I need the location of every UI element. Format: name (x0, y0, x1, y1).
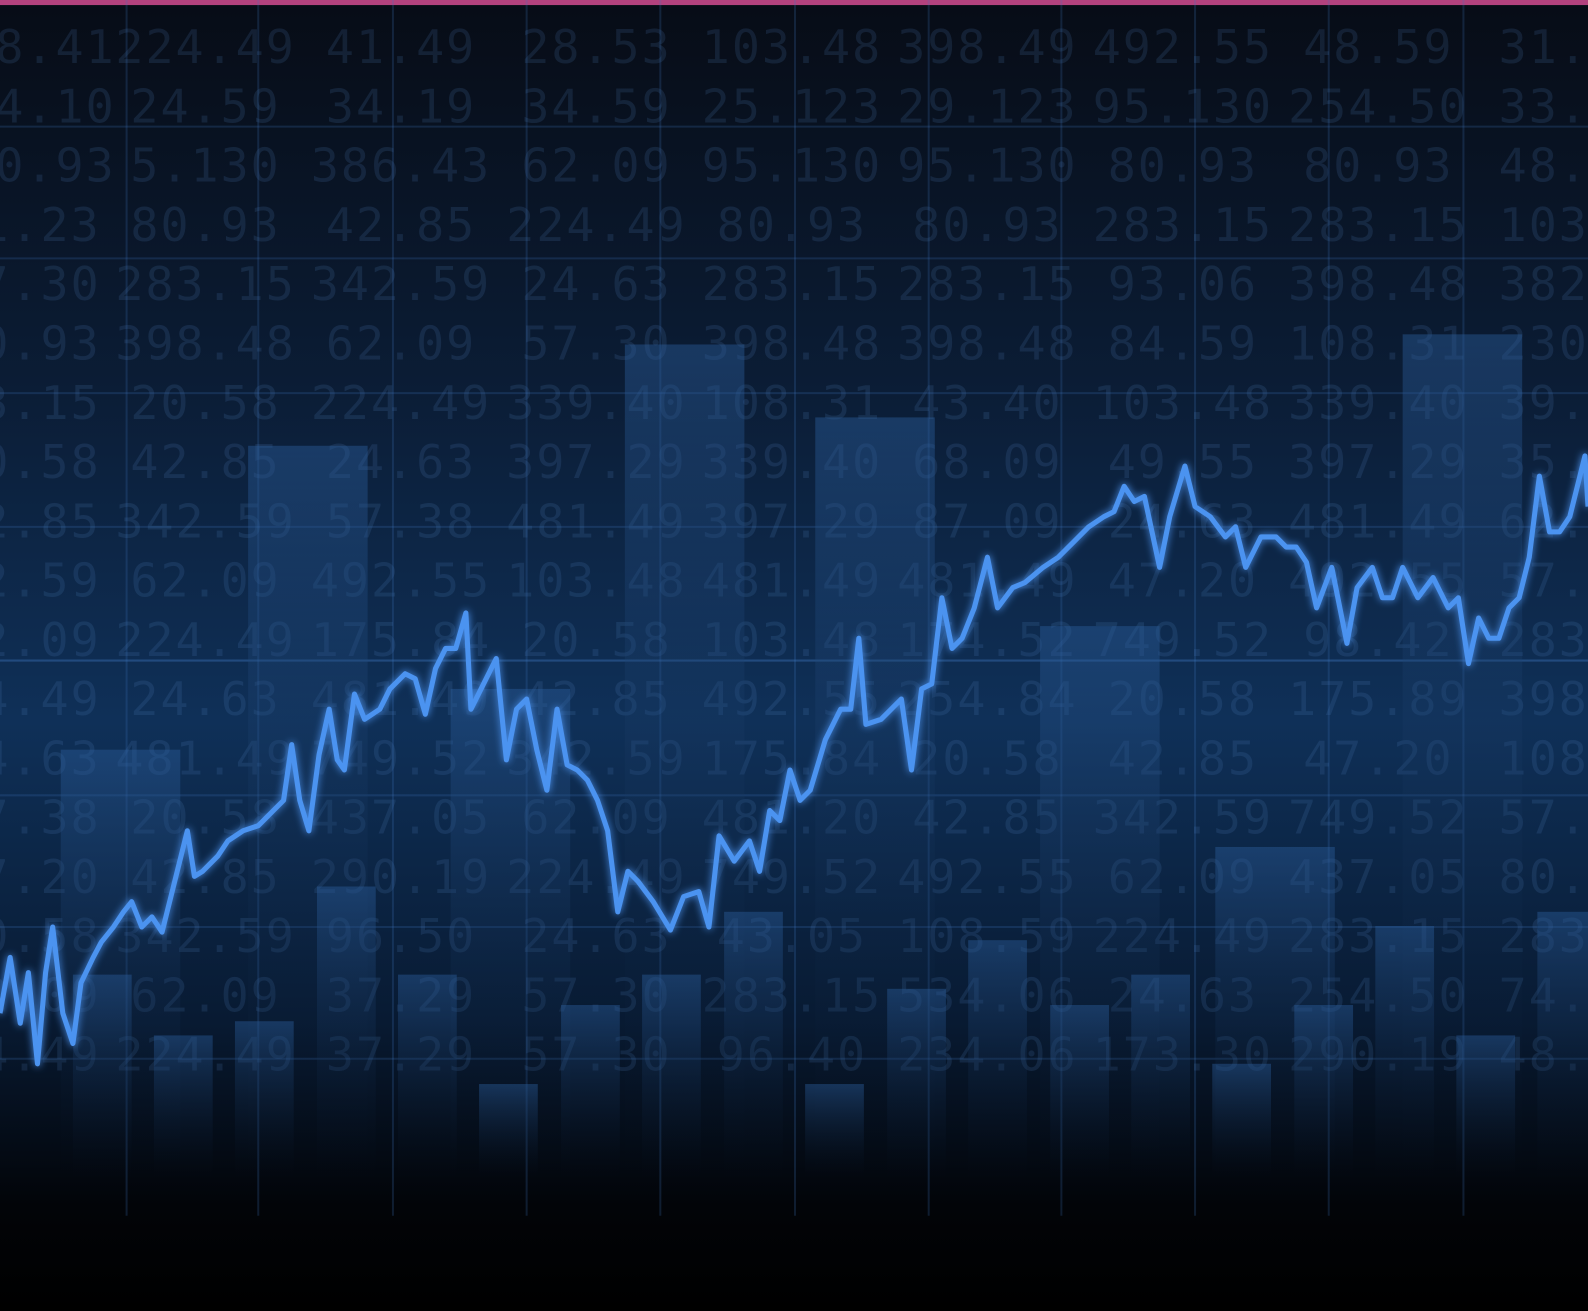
background-number: 28.53 (521, 20, 671, 74)
background-number: 42.85 (912, 791, 1062, 845)
background-number: 3.15 (0, 376, 101, 430)
background-number: 254.50 (1288, 79, 1468, 133)
background-number: 0.58 (0, 435, 101, 489)
background-number: 24.63 (1108, 494, 1258, 548)
background-number: 1.23 (0, 198, 101, 252)
background-number: 283.15 (702, 257, 882, 311)
background-number: 398.48 (897, 316, 1077, 370)
background-number: 7.30 (0, 257, 101, 311)
background-number: 84.59 (1108, 316, 1258, 370)
background-number: 398.48 (115, 316, 295, 370)
background-number: 80.93 (1108, 139, 1258, 193)
background-number: 5.130 (130, 139, 280, 193)
background-number: 88.41 (0, 20, 116, 74)
background-number: 42.85 (326, 198, 476, 252)
background-number: 48.95 (1499, 139, 1588, 193)
background-number: 24.63 (521, 257, 671, 311)
background-number: 29.123 (897, 79, 1077, 133)
background-number: 31.19 (1499, 20, 1588, 74)
background-number: 103.4 (1499, 198, 1588, 252)
background-number: 224.49 (311, 376, 491, 430)
background-number: 398.49 (897, 20, 1077, 74)
background-number: 2.85 (0, 494, 101, 548)
background-number: 93.06 (1108, 257, 1258, 311)
background-number: 283.15 (115, 257, 295, 311)
background-number: 95.130 (897, 139, 1077, 193)
top-strip (0, 0, 1588, 6)
background-number: 342.59 (311, 257, 491, 311)
background-number: 382.9 (1499, 257, 1588, 311)
background-number: 68.09 (912, 435, 1062, 489)
background-number: 20.58 (912, 731, 1062, 785)
background-number: 95.130 (1093, 79, 1273, 133)
background-number: 0.93 (0, 316, 101, 370)
background-number: 34.10 (0, 79, 116, 133)
background-number: 62.09 (326, 316, 476, 370)
bars (60, 334, 1588, 1178)
background-number: 283.15 (1288, 198, 1468, 252)
background-number: 24.59 (130, 79, 280, 133)
background-number: 4.49 (0, 672, 101, 726)
background-number: 386.43 (311, 139, 491, 193)
background-number: 25.123 (702, 79, 882, 133)
background-number: 80.93 (0, 139, 116, 193)
background-number: 80.93 (130, 198, 280, 252)
background-number: 2.59 (0, 554, 101, 608)
background-number: 80.93 (717, 198, 867, 252)
background-number: 43.40 (912, 376, 1062, 430)
background-number: 41.49 (326, 20, 476, 74)
background-number: 398.48 (1288, 257, 1468, 311)
background-number: 20.58 (130, 376, 280, 430)
background-number: 224.49 (115, 20, 295, 74)
background-number: 47.20 (1108, 554, 1258, 608)
background-number: 48.59 (1303, 20, 1453, 74)
background-number: 34.59 (521, 79, 671, 133)
background-number: 283.15 (1093, 198, 1273, 252)
trend-line (0, 453, 1588, 1067)
background-number: 103.48 (702, 20, 882, 74)
background-number: 224.49 (506, 198, 686, 252)
background-number: 80.93 (912, 198, 1062, 252)
background-number: 283.15 (897, 257, 1077, 311)
background-number: 80.93 (1303, 139, 1453, 193)
background-number: 87.09 (912, 494, 1062, 548)
background-number: 62.09 (521, 139, 671, 193)
background-number: 2.09 (0, 613, 101, 667)
background-number: 103.48 (1093, 376, 1273, 430)
background-number: 33.91 (1499, 79, 1588, 133)
background-number: 95.130 (702, 139, 882, 193)
background-number: 492.55 (1093, 20, 1273, 74)
background-number: 34.19 (326, 79, 476, 133)
